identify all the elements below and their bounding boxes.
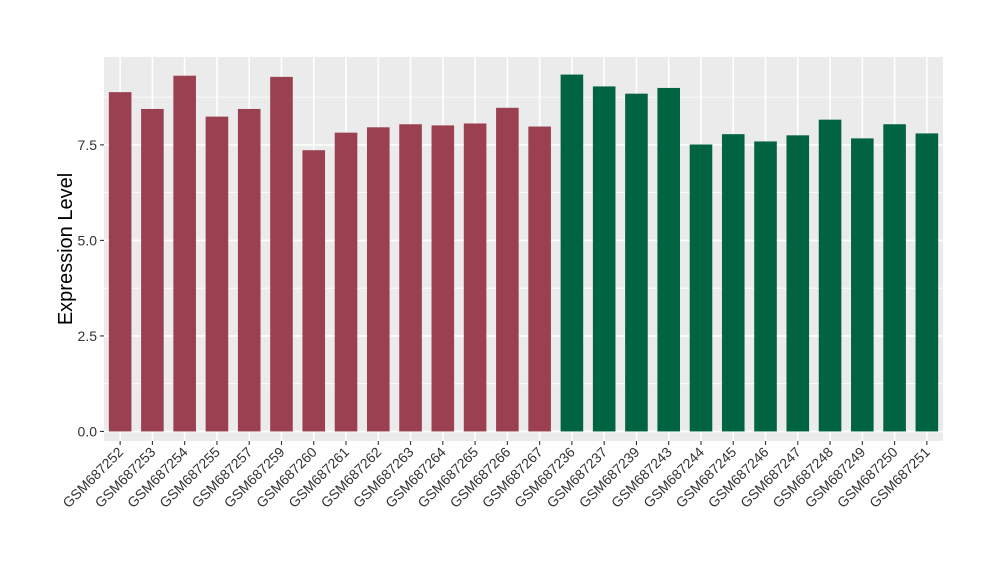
bar-GSM687250 bbox=[883, 124, 906, 432]
bar-GSM687246 bbox=[754, 141, 777, 432]
bar-GSM687257 bbox=[237, 108, 261, 432]
bar-GSM687248 bbox=[818, 119, 842, 432]
bar-GSM687244 bbox=[689, 144, 713, 432]
bar-GSM687267 bbox=[528, 126, 551, 432]
bar-GSM687254 bbox=[173, 75, 196, 432]
y-axis: 0.0 2.5 5.0 7.5 bbox=[78, 137, 104, 439]
y-tick-label: 5.0 bbox=[78, 232, 98, 248]
bar-GSM687249 bbox=[851, 138, 874, 432]
bar-GSM687262 bbox=[366, 127, 390, 432]
bar-GSM687245 bbox=[721, 134, 745, 432]
bar-GSM687236 bbox=[560, 74, 584, 432]
y-tick-label: 2.5 bbox=[78, 328, 98, 344]
bar-GSM687247 bbox=[786, 135, 810, 432]
bar-GSM687253 bbox=[141, 108, 164, 432]
bar-GSM687237 bbox=[592, 86, 616, 432]
bar-GSM687239 bbox=[625, 93, 648, 432]
bar-GSM687260 bbox=[302, 150, 326, 432]
bar-GSM687252 bbox=[108, 92, 132, 432]
bar-GSM687264 bbox=[431, 125, 455, 432]
y-tick-label: 0.0 bbox=[78, 423, 98, 439]
bar-GSM687243 bbox=[657, 87, 681, 432]
y-axis-label: Expression Level bbox=[55, 173, 77, 325]
bar-GSM687266 bbox=[496, 107, 519, 432]
bar-GSM687251 bbox=[915, 133, 939, 432]
bar-GSM687261 bbox=[334, 132, 358, 432]
bar-GSM687265 bbox=[463, 123, 487, 432]
bar-GSM687259 bbox=[270, 76, 293, 432]
bars bbox=[108, 74, 939, 432]
bar-GSM687263 bbox=[399, 124, 422, 432]
x-axis: GSM687252GSM687253GSM687254GSM687255GSM6… bbox=[59, 441, 933, 511]
y-tick-label: 7.5 bbox=[78, 137, 98, 153]
bar-GSM687255 bbox=[205, 116, 229, 432]
